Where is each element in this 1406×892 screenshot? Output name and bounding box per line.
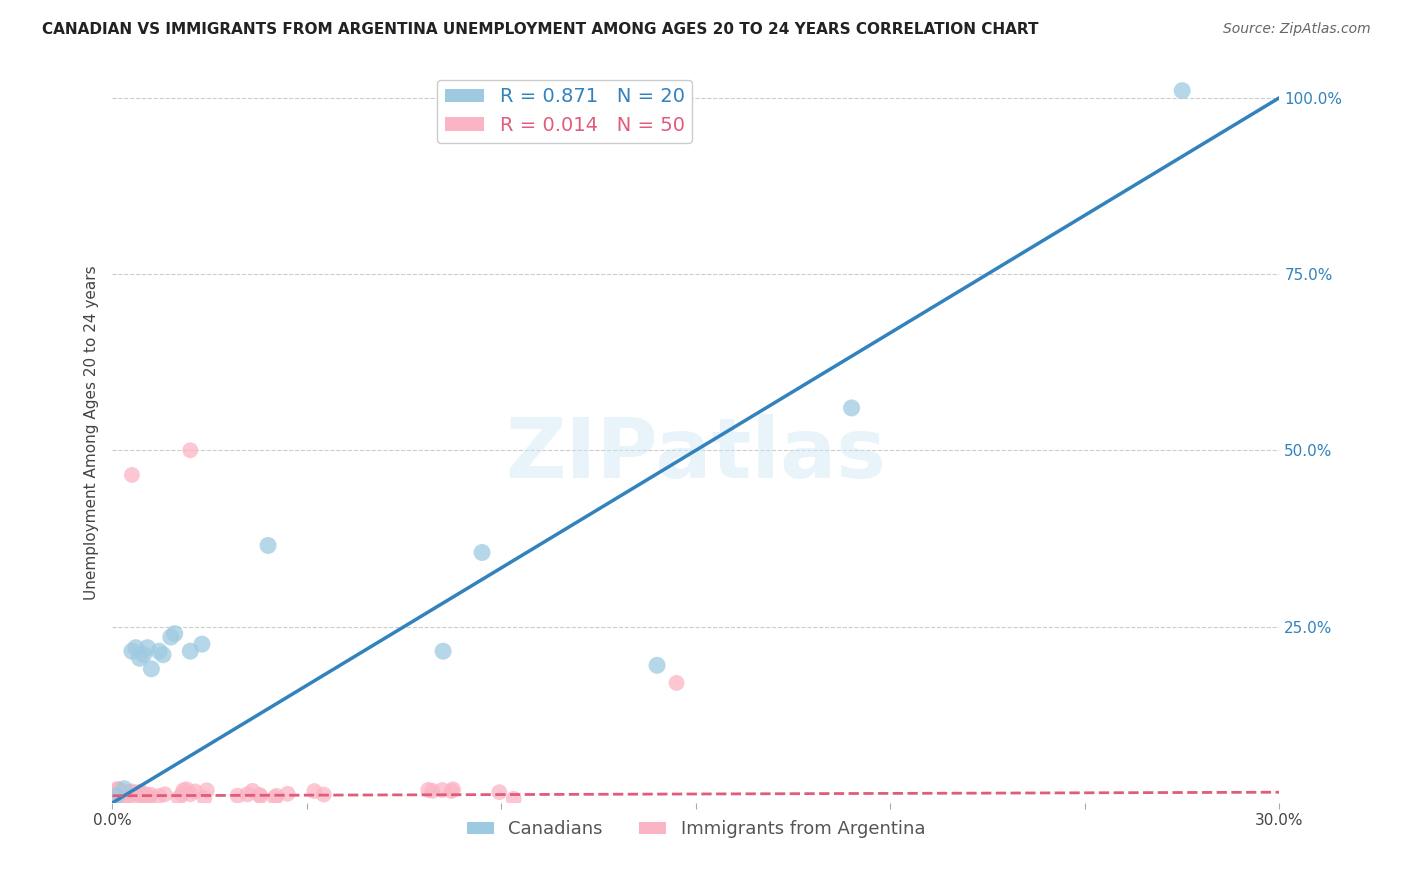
Point — [134, 787, 156, 801]
Point — [176, 782, 198, 797]
Point — [118, 785, 141, 799]
Point — [645, 658, 668, 673]
Point — [128, 651, 150, 665]
Point — [242, 784, 264, 798]
Point — [160, 630, 183, 644]
Point — [257, 538, 280, 552]
Point — [226, 789, 249, 803]
Text: ZIPatlas: ZIPatlas — [506, 414, 886, 495]
Text: CANADIAN VS IMMIGRANTS FROM ARGENTINA UNEMPLOYMENT AMONG AGES 20 TO 24 YEARS COR: CANADIAN VS IMMIGRANTS FROM ARGENTINA UN… — [42, 22, 1039, 37]
Point — [136, 640, 159, 655]
Point — [121, 786, 143, 800]
Point — [263, 790, 285, 805]
Point — [124, 786, 146, 800]
Point — [108, 782, 131, 797]
Point — [125, 640, 148, 655]
Point — [277, 787, 299, 801]
Point — [195, 783, 218, 797]
Point — [121, 644, 143, 658]
Point — [139, 788, 162, 802]
Point — [841, 401, 863, 415]
Point — [441, 782, 464, 797]
Point — [249, 788, 271, 802]
Point — [121, 784, 143, 798]
Point — [440, 784, 463, 798]
Point — [131, 788, 153, 802]
Point — [115, 785, 138, 799]
Point — [184, 784, 207, 798]
Y-axis label: Unemployment Among Ages 20 to 24 years: Unemployment Among Ages 20 to 24 years — [83, 265, 98, 600]
Point — [249, 789, 271, 803]
Point — [191, 637, 214, 651]
Point — [121, 467, 143, 482]
Point — [122, 787, 145, 801]
Point — [152, 648, 174, 662]
Point — [163, 626, 186, 640]
Point — [193, 790, 215, 805]
Point — [122, 791, 145, 805]
Point — [488, 785, 510, 799]
Point — [665, 676, 688, 690]
Text: Source: ZipAtlas.com: Source: ZipAtlas.com — [1223, 22, 1371, 37]
Point — [148, 789, 170, 803]
Point — [420, 784, 443, 798]
Point — [148, 644, 170, 658]
Point — [179, 787, 201, 801]
Point — [432, 644, 454, 658]
Point — [112, 781, 135, 796]
Point — [502, 792, 524, 806]
Legend: Canadians, Immigrants from Argentina: Canadians, Immigrants from Argentina — [460, 814, 932, 846]
Point — [304, 784, 326, 798]
Point — [266, 789, 288, 803]
Point — [172, 783, 194, 797]
Point — [112, 789, 135, 803]
Point — [1171, 84, 1194, 98]
Point — [418, 783, 440, 797]
Point — [179, 443, 201, 458]
Point — [141, 662, 163, 676]
Point — [129, 785, 152, 799]
Point — [136, 791, 159, 805]
Point — [108, 788, 131, 802]
Point — [167, 790, 190, 805]
Point — [312, 788, 335, 802]
Point — [105, 789, 128, 803]
Point — [105, 782, 128, 797]
Point — [132, 648, 155, 662]
Point — [114, 792, 136, 806]
Point — [138, 789, 160, 804]
Point — [236, 788, 259, 802]
Point — [107, 782, 129, 797]
Point — [153, 787, 176, 801]
Point — [132, 790, 155, 805]
Point — [432, 783, 454, 797]
Point — [471, 545, 494, 559]
Point — [170, 788, 193, 802]
Point — [179, 644, 201, 658]
